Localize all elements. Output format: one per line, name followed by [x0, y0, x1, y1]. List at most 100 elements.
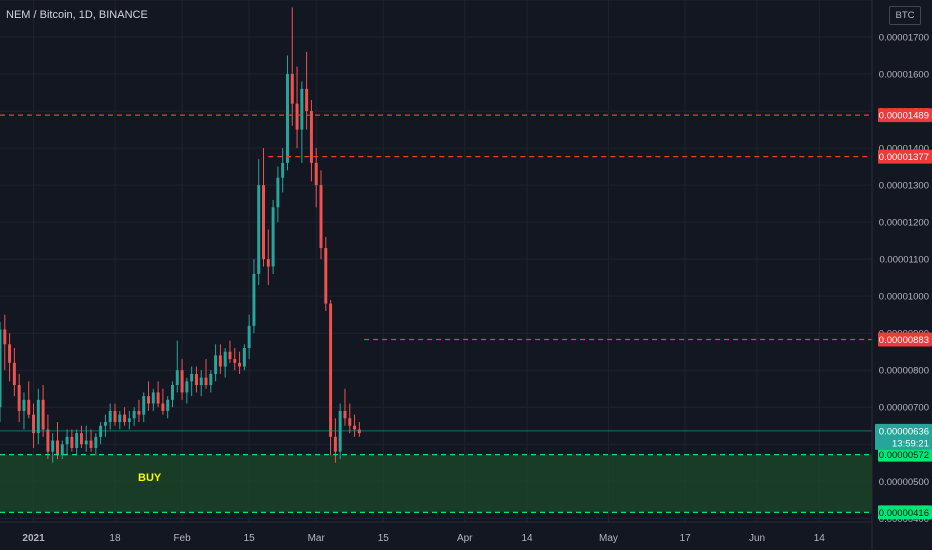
candle-down — [89, 440, 93, 448]
candle-down — [46, 429, 50, 452]
candle-up — [151, 392, 155, 404]
symbol-title: NEM / Bitcoin, 1D, BINANCE — [6, 9, 148, 21]
candle-down — [56, 440, 59, 456]
candle-up — [252, 273, 256, 326]
price-axis — [872, 0, 932, 550]
candle-down — [348, 418, 352, 426]
y-tick-label: 0.00000800 — [879, 366, 929, 377]
candle-down — [333, 436, 337, 452]
x-tick-label: Mar — [308, 533, 326, 544]
y-tick-label: 0.00000500 — [879, 477, 929, 488]
candle-down — [238, 362, 242, 367]
resistance-price-label: 0.00001489 — [879, 111, 929, 122]
candle-down — [27, 399, 31, 415]
current-price-tag — [875, 423, 932, 450]
x-tick-label: 2021 — [22, 533, 45, 544]
current-price-label: 0.00000636 — [879, 426, 929, 437]
candle-up — [285, 74, 289, 163]
y-tick-label: 0.00001300 — [879, 181, 929, 192]
x-tick-label: 15 — [378, 533, 390, 544]
candle-up — [36, 399, 40, 434]
candle-up — [281, 162, 285, 178]
candle-up — [185, 381, 189, 393]
candle-down — [3, 329, 7, 345]
y-tick-label: 0.00001200 — [879, 218, 929, 229]
candle-down — [41, 399, 45, 430]
candle-up — [190, 373, 194, 382]
candle-down — [180, 370, 184, 393]
candle-up — [65, 436, 69, 445]
candle-up — [223, 351, 227, 367]
x-tick-label: 17 — [680, 533, 692, 544]
candle-up — [199, 377, 203, 386]
candle-up — [127, 418, 131, 423]
candle-down — [290, 74, 294, 104]
candle-up — [166, 399, 170, 411]
candle-down — [343, 410, 347, 419]
candle-up — [108, 410, 112, 423]
candle-up — [247, 325, 251, 348]
x-tick-label: 14 — [814, 533, 826, 544]
candle-down — [137, 410, 141, 415]
x-tick-label: 15 — [244, 533, 256, 544]
candle-up — [257, 185, 261, 274]
candle-down — [324, 248, 328, 304]
candle-down — [204, 377, 208, 386]
candle-up — [103, 422, 107, 426]
candle-down — [70, 436, 74, 448]
candle-down — [329, 303, 333, 437]
buy-zone — [0, 454, 872, 513]
currency-button[interactable]: BTC — [889, 6, 921, 25]
candle-up — [0, 329, 2, 408]
y-tick-label: 0.00001600 — [879, 70, 929, 81]
x-tick-label: 14 — [521, 533, 533, 544]
candle-down — [79, 433, 83, 445]
candle-down — [314, 162, 318, 186]
countdown-label: 13:59:21 — [892, 438, 929, 449]
candle-down — [161, 403, 165, 411]
resistance-price-tag — [878, 332, 932, 347]
candle-down — [218, 355, 222, 367]
candle-down — [262, 185, 266, 260]
y-tick-label: 0.00001100 — [880, 255, 930, 266]
candle-up — [142, 396, 146, 415]
y-tick-label: 0.00000700 — [879, 403, 929, 414]
support-price-label: 0.00000416 — [879, 508, 929, 519]
candle-up — [118, 414, 122, 423]
candle-down — [305, 88, 309, 112]
y-tick-label: 0.00001000 — [879, 292, 929, 303]
candle-down — [309, 111, 313, 163]
x-tick-label: Apr — [457, 533, 473, 544]
candle-down — [12, 362, 16, 386]
candle-down — [353, 425, 357, 430]
time-axis — [0, 522, 932, 550]
candle-down — [266, 259, 270, 267]
resistance-price-label: 0.00001377 — [879, 152, 929, 163]
candle-up — [51, 440, 55, 452]
candle-up — [276, 177, 280, 208]
x-tick-label: 18 — [109, 533, 121, 544]
candle-up — [132, 410, 136, 419]
candle-down — [8, 344, 12, 363]
candle-down — [156, 392, 160, 404]
candle-up — [170, 385, 174, 400]
candle-up — [271, 207, 275, 267]
candle-down — [32, 414, 36, 434]
candle-down — [147, 396, 151, 404]
candle-up — [214, 355, 218, 374]
resistance-price-label: 0.00000883 — [879, 335, 929, 346]
y-tick-label: 0.00001700 — [879, 33, 929, 44]
candle-down — [319, 185, 323, 249]
buy-zone-label: BUY — [138, 472, 162, 484]
candle-up — [22, 399, 26, 411]
candle-up — [242, 348, 246, 367]
resistance-price-tag — [878, 149, 932, 164]
candle-down — [113, 410, 117, 423]
candle-down — [17, 385, 21, 411]
support-price-tag — [878, 447, 932, 462]
y-tick-label: 0.00001400 — [879, 144, 929, 155]
candle-up — [60, 444, 64, 456]
candle-down — [233, 359, 237, 363]
candle-up — [94, 436, 98, 448]
